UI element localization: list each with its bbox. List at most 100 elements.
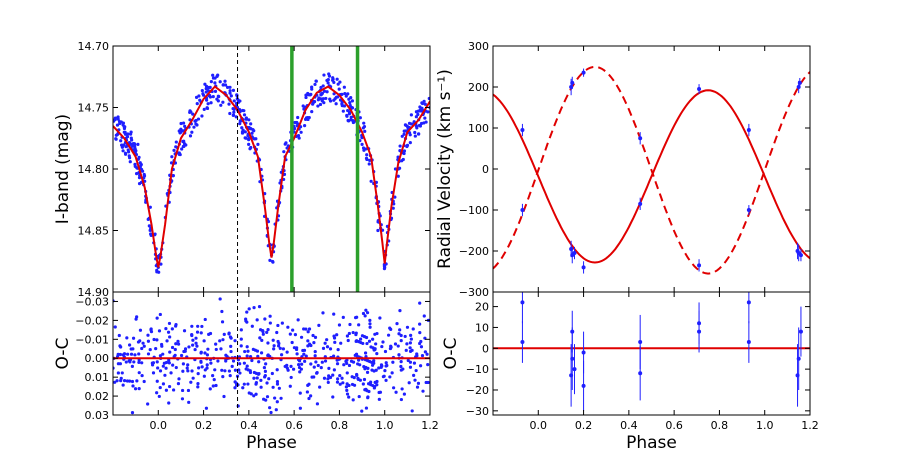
data-point [402, 132, 406, 136]
residual-point [392, 386, 396, 390]
data-point [321, 84, 325, 88]
residual-point [174, 324, 178, 328]
residual-point [298, 370, 302, 374]
residual-point [396, 344, 400, 348]
residual-point [412, 373, 416, 377]
residual-point [391, 360, 395, 364]
residual-point [289, 364, 293, 369]
x-tick-label: 0.0 [530, 419, 548, 432]
x-tick-label: 0.6 [665, 419, 683, 432]
residual-point [214, 383, 218, 388]
residual-point [275, 330, 279, 335]
data-point [364, 156, 369, 160]
data-point [211, 95, 215, 99]
residual-point [116, 362, 121, 366]
residual-point [248, 370, 253, 375]
data-point [337, 87, 341, 91]
residual-point [358, 363, 362, 367]
data-point [191, 112, 195, 116]
residual-point [122, 352, 127, 356]
residual-point [239, 328, 243, 332]
residual-point [399, 333, 403, 338]
velocity-point [746, 128, 751, 133]
data-point [182, 144, 186, 148]
residual-point [249, 392, 253, 396]
data-point [361, 146, 366, 150]
residual-point [403, 334, 407, 339]
residual-point [120, 371, 124, 375]
data-point [221, 83, 225, 87]
residual-point [314, 360, 318, 364]
residual-point [242, 382, 246, 386]
residual-point [289, 375, 293, 380]
residual-point [418, 364, 423, 368]
residual-point [407, 381, 411, 385]
residual-point [297, 363, 301, 367]
data-point [129, 130, 133, 134]
data-point [131, 144, 135, 148]
plot-frame [492, 291, 811, 416]
y-tick-label: −10 [466, 363, 489, 376]
residual-point [238, 362, 242, 366]
residual-point [266, 328, 270, 332]
data-point [170, 155, 174, 159]
x-tick-label: 0.4 [240, 419, 258, 432]
residual-point [399, 359, 403, 364]
data-point [201, 93, 206, 97]
residual-point [186, 363, 190, 367]
data-point [182, 139, 186, 143]
residual-point [294, 347, 299, 352]
residual-point [220, 309, 224, 314]
residual-point [200, 365, 204, 369]
model-curve [113, 85, 430, 268]
residual-point [186, 369, 190, 373]
residual-point [265, 330, 269, 335]
residual-point [406, 358, 410, 363]
residual-point [377, 397, 381, 401]
data-point [204, 87, 208, 91]
residual-point [196, 324, 200, 328]
data-point [119, 139, 123, 143]
residual-point [189, 380, 193, 384]
x-tick-label: 0.4 [620, 419, 638, 432]
residual-point [638, 340, 643, 345]
residual-point [325, 345, 330, 349]
residual-point [323, 359, 328, 363]
residual-point [354, 339, 358, 344]
residual-point [351, 398, 355, 402]
residual-point [313, 335, 318, 340]
residual-point [280, 321, 284, 325]
data-point [369, 179, 373, 183]
residual-point [338, 373, 342, 378]
data-point [213, 89, 218, 93]
residual-point [357, 323, 361, 327]
residual-point [140, 361, 144, 365]
residual-point [239, 344, 243, 348]
data-point [119, 120, 123, 124]
residual-point [166, 330, 171, 334]
residual-point [344, 385, 348, 389]
y-axis-label: O-C [53, 338, 73, 370]
data-point [247, 125, 251, 130]
residual-point [208, 331, 213, 336]
residual-point [193, 347, 197, 352]
residual-point [268, 406, 272, 410]
residual-point [164, 388, 168, 392]
data-point [242, 113, 247, 117]
light-curve-panel: 14.70 14.75 14.80 14.85 14.90 I-band (mag) [53, 40, 431, 299]
residual-point [361, 311, 366, 316]
residual-point [281, 347, 286, 351]
residual-point [191, 343, 195, 347]
data-point [405, 144, 409, 149]
data-point [322, 89, 327, 93]
data-point [306, 117, 310, 122]
y-tick-label: 0.03 [85, 409, 110, 422]
data-point [313, 82, 317, 87]
residual-point [204, 406, 209, 410]
residual-point [161, 352, 165, 356]
residual-point [359, 337, 363, 341]
data-point [159, 262, 163, 266]
residual-point [416, 381, 421, 385]
residual-point [203, 368, 207, 372]
data-point [180, 147, 184, 151]
